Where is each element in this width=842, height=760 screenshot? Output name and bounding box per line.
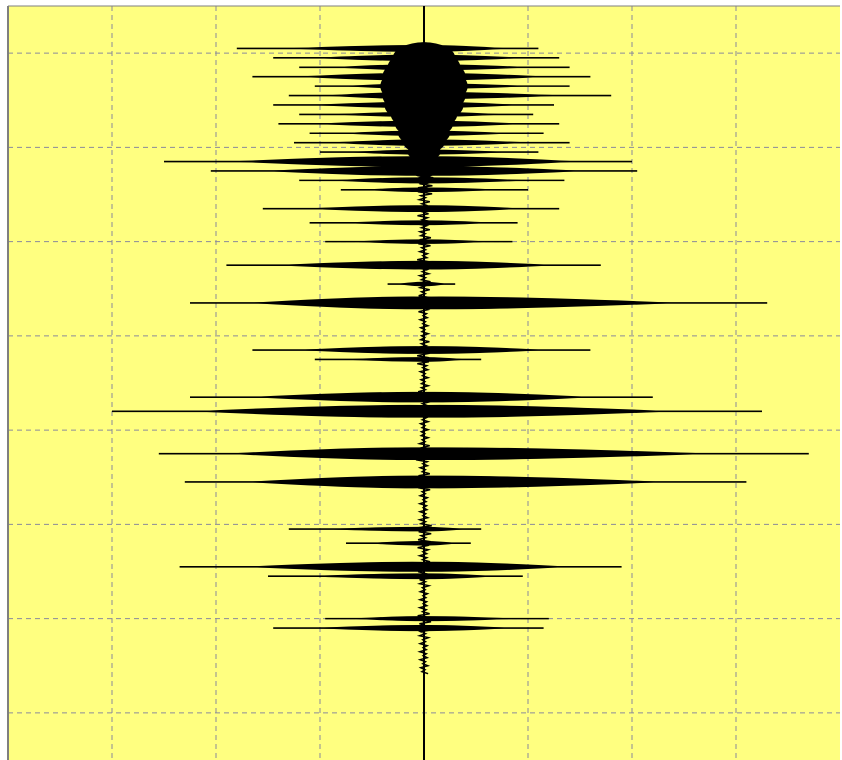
trace-burst <box>240 561 573 572</box>
trace-burst <box>303 205 526 213</box>
trace-burst <box>365 540 460 546</box>
trace-burst <box>342 357 467 362</box>
trace-burst <box>349 616 518 622</box>
trace-burst <box>275 260 557 270</box>
trace-burst <box>322 526 467 532</box>
trace-burst <box>338 220 495 226</box>
trace-wobble <box>383 42 461 675</box>
trace-burst <box>225 447 713 461</box>
trace-burst <box>190 404 678 418</box>
trace-burst <box>361 187 502 193</box>
trace-burst <box>283 44 510 52</box>
trace-burst <box>229 156 580 167</box>
trace-burst <box>310 624 514 632</box>
trace-burst <box>307 573 499 580</box>
trace-burst <box>244 475 666 489</box>
trace-core <box>415 449 433 458</box>
trace-burst <box>248 296 682 310</box>
